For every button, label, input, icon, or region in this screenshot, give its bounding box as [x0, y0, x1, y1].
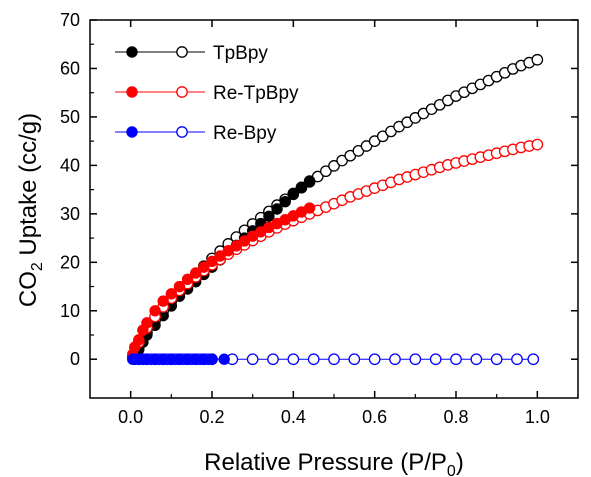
open-point: [528, 354, 538, 364]
y-tick-label: 0: [70, 349, 80, 369]
filled-point: [142, 318, 152, 328]
filled-point: [264, 211, 274, 221]
legend-item: Re-TpBpy: [115, 83, 299, 104]
filled-point: [150, 306, 160, 316]
filled-point: [174, 281, 184, 291]
filled-point: [272, 204, 282, 214]
legend-label: TpBpy: [213, 43, 268, 64]
filled-point: [304, 203, 314, 213]
filled-point: [219, 354, 229, 364]
open-point: [471, 354, 481, 364]
y-tick-label: 40: [60, 155, 80, 175]
y-tick-label: 20: [60, 252, 80, 272]
x-tick-label: 0.0: [118, 407, 143, 427]
y-tick-label: 50: [60, 107, 80, 127]
filled-point: [288, 189, 298, 199]
filled-point: [134, 335, 144, 345]
open-point: [308, 354, 318, 364]
x-tick-label: 0.2: [199, 407, 224, 427]
legend-open-marker: [177, 47, 187, 57]
legend-open-marker: [177, 127, 187, 137]
legend-label: Re-TpBpy: [213, 83, 299, 104]
x-tick-label: 0.4: [281, 407, 306, 427]
filled-point: [207, 354, 217, 364]
open-point: [390, 354, 400, 364]
open-point: [430, 354, 440, 364]
filled-point: [304, 176, 314, 186]
legend-item: Re-Bpy: [115, 123, 277, 144]
filled-point: [158, 296, 168, 306]
open-point: [532, 139, 542, 149]
x-tick-label: 1.0: [525, 407, 550, 427]
legend-filled-marker: [127, 87, 137, 97]
legend-filled-marker: [127, 47, 137, 57]
x-axis-title: Relative Pressure (P/P0): [204, 449, 464, 477]
open-point: [288, 354, 298, 364]
open-point: [369, 354, 379, 364]
open-point: [451, 354, 461, 364]
y-tick-label: 10: [60, 301, 80, 321]
legend-label: Re-Bpy: [213, 123, 277, 144]
series-line: [139, 145, 538, 343]
legend-open-marker: [177, 87, 187, 97]
open-point: [329, 354, 339, 364]
legend: TpBpy Re-TpBpy Re-Bpy: [115, 43, 299, 144]
open-point: [491, 354, 501, 364]
series-re-bpy: [128, 354, 539, 364]
y-axis-title: CO2 Uptake (cc/g): [15, 113, 46, 307]
filled-point: [166, 289, 176, 299]
series-re-tpbpy: [128, 139, 543, 359]
legend-item: TpBpy: [115, 43, 268, 64]
open-point: [410, 354, 420, 364]
open-point: [532, 55, 542, 65]
legend-filled-marker: [127, 127, 137, 137]
x-tick-label: 0.8: [443, 407, 468, 427]
open-point: [268, 354, 278, 364]
y-tick-label: 60: [60, 58, 80, 78]
open-point: [512, 354, 522, 364]
filled-point: [280, 197, 290, 207]
y-tick-label: 30: [60, 204, 80, 224]
series-layer: [128, 55, 543, 365]
open-point: [247, 354, 257, 364]
x-tick-label: 0.6: [362, 407, 387, 427]
open-point: [349, 354, 359, 364]
y-tick-label: 70: [60, 10, 80, 30]
